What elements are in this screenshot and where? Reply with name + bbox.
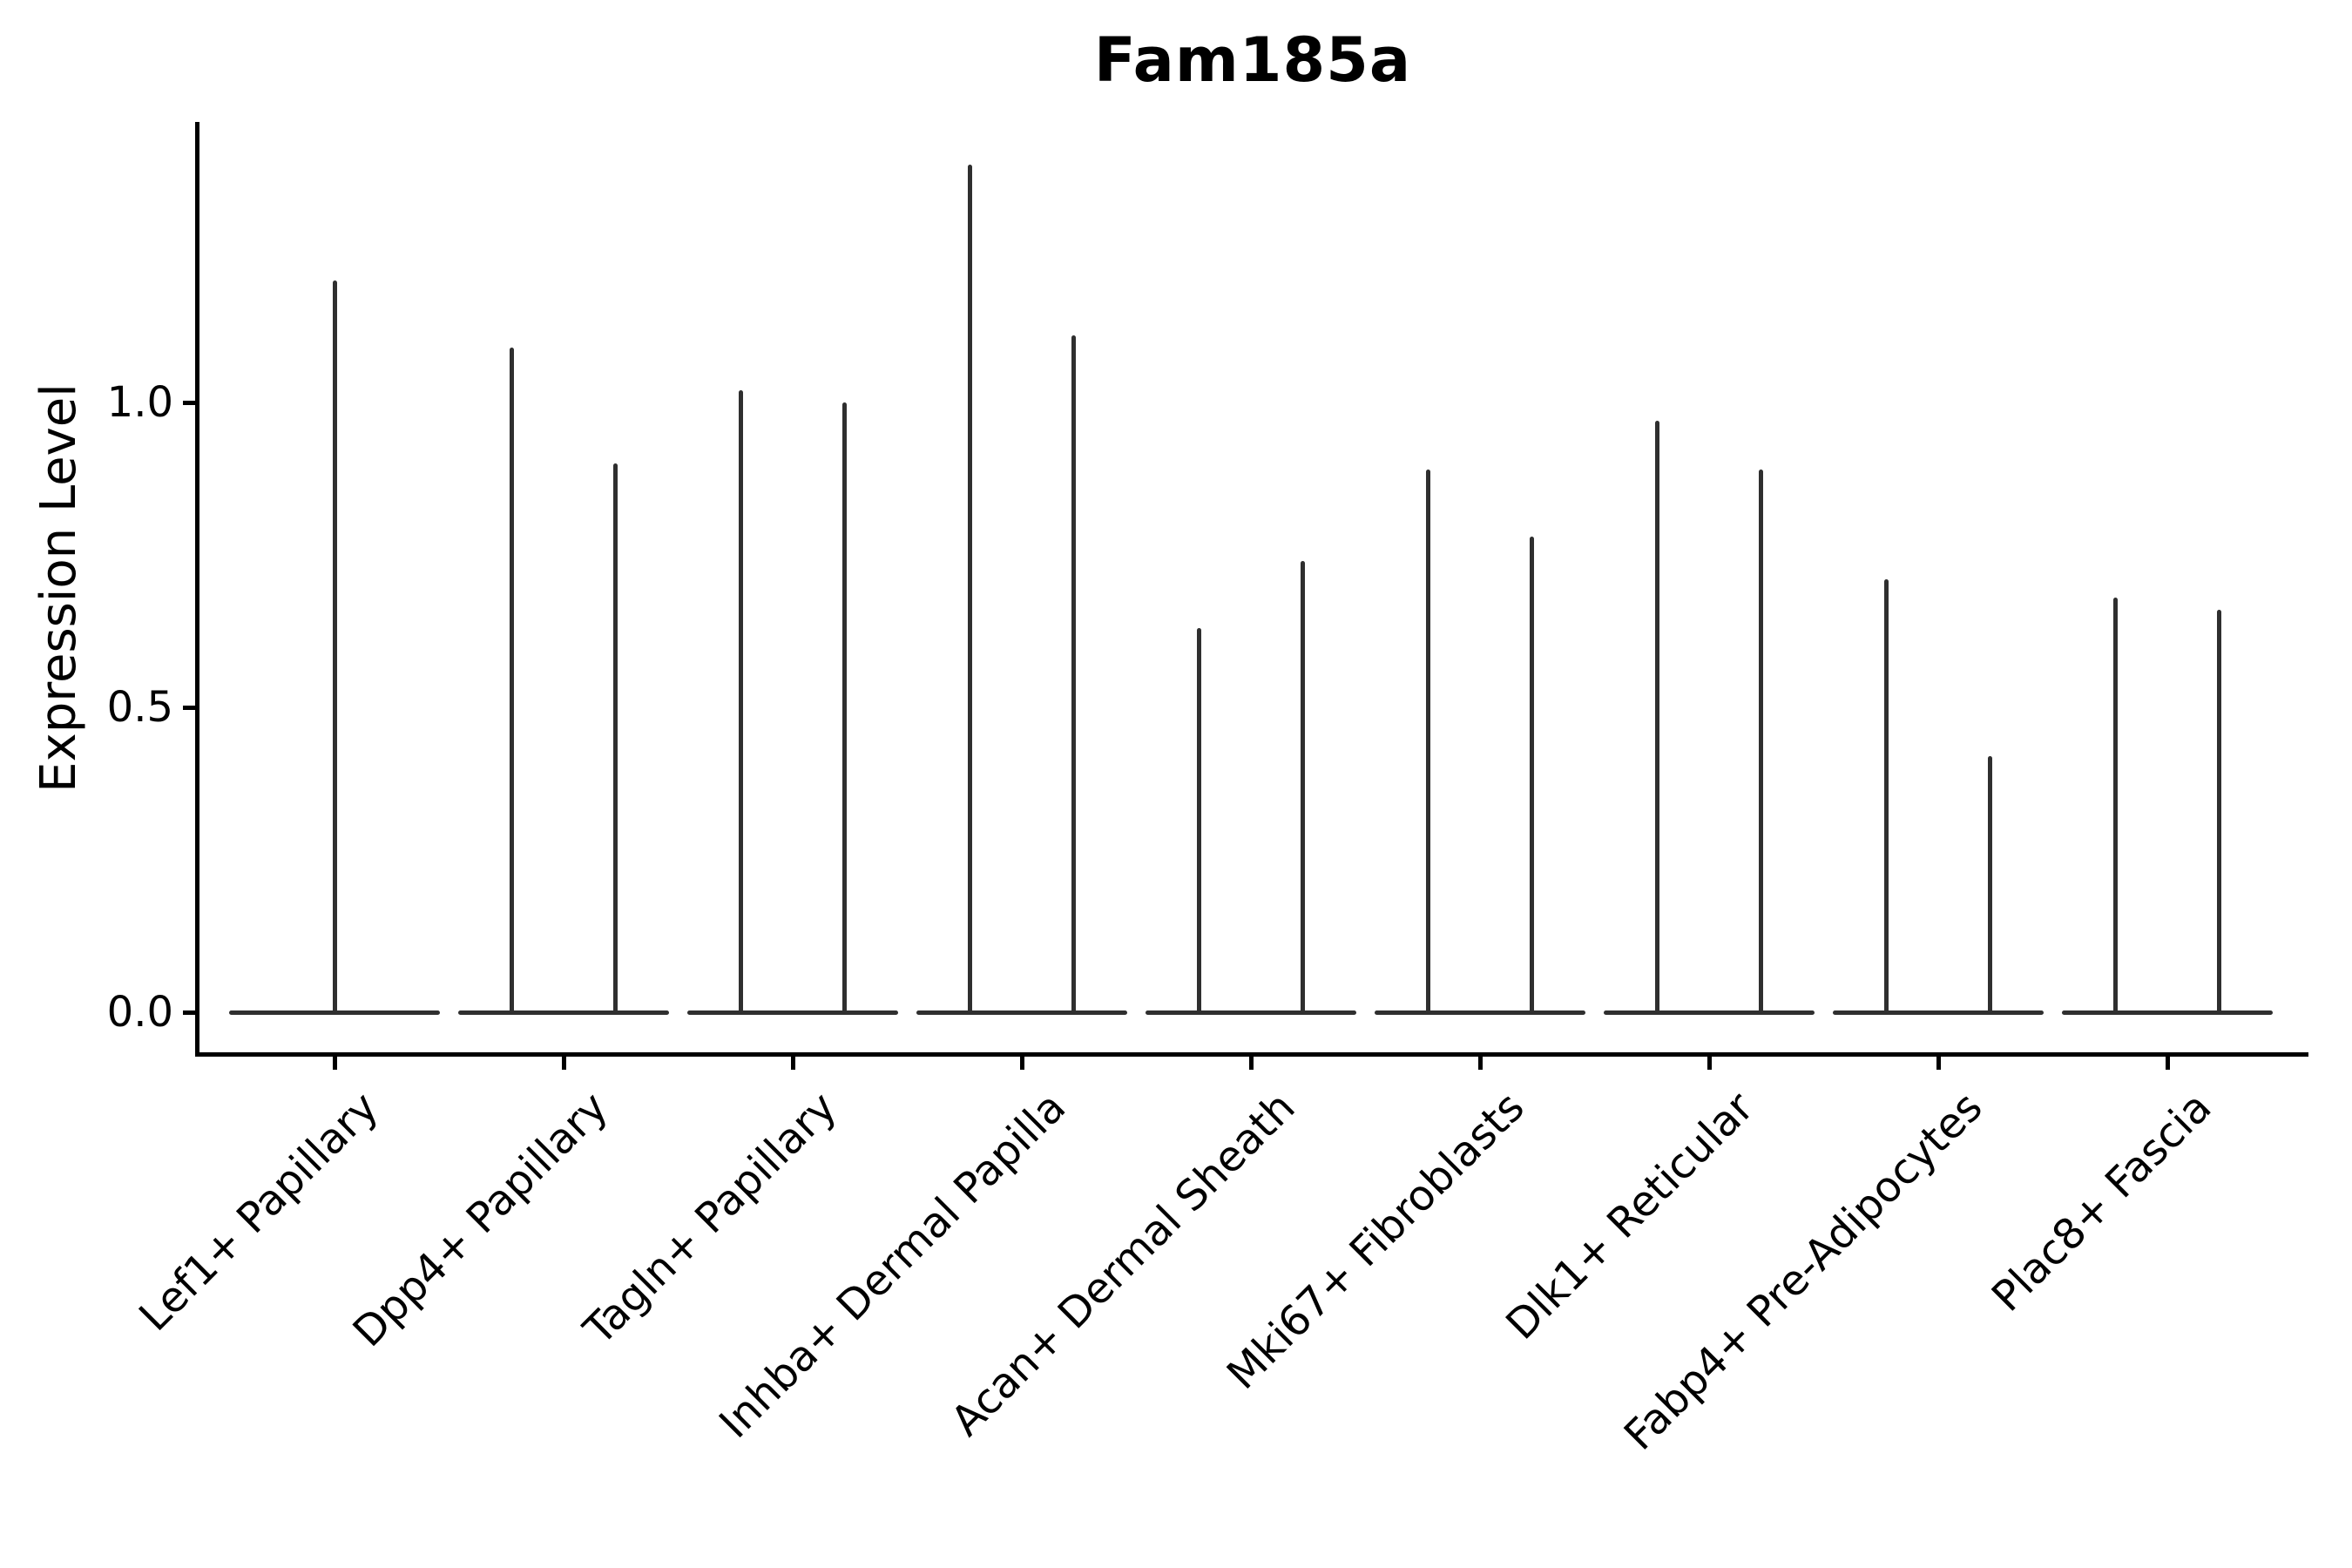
violin-max-spike (332, 280, 337, 1014)
y-tick-mark (183, 1010, 195, 1015)
violin-baseline (916, 1010, 1127, 1015)
x-tick-mark (1019, 1057, 1024, 1070)
x-tick-mark (1936, 1057, 1941, 1070)
x-tick-mark (1248, 1057, 1254, 1070)
y-axis-spine (195, 122, 199, 1057)
y-axis-label: Expression Level (30, 383, 87, 793)
violin-baseline (1146, 1010, 1356, 1015)
violin-max-spike (1301, 561, 1305, 1014)
violin-max-spike (1759, 470, 1763, 1014)
y-tick-label: 0.5 (106, 683, 173, 732)
x-tick-mark (1477, 1057, 1483, 1070)
y-tick-label: 1.0 (106, 378, 173, 427)
x-tick-label: Dlk1+ Reticular (1496, 1083, 1763, 1349)
x-tick-label: Plac8+ Fascia (1983, 1083, 2221, 1321)
violin-max-spike (1655, 421, 1659, 1014)
violin-max-spike (739, 390, 743, 1014)
x-tick-label: Tagln+ Papillary (574, 1083, 847, 1355)
x-tick-mark (561, 1057, 566, 1070)
x-tick-label: Dpp4+ Papillary (343, 1083, 618, 1357)
violin-max-spike (2113, 598, 2118, 1014)
x-tick-mark (332, 1057, 337, 1070)
violin-baseline (458, 1010, 669, 1015)
x-tick-mark (1707, 1057, 1712, 1070)
y-tick-mark (183, 400, 195, 405)
chart-title: Fam185a (1093, 24, 1412, 96)
y-tick-label: 0.0 (106, 988, 173, 1037)
violin-max-spike (968, 165, 972, 1014)
violin-max-spike (1197, 628, 1201, 1014)
violin-baseline (1375, 1010, 1585, 1015)
x-tick-label: Lef1+ Papillary (130, 1083, 389, 1341)
violin-max-spike (842, 402, 847, 1014)
violin-baseline (2062, 1010, 2273, 1015)
x-tick-mark (2165, 1057, 2170, 1070)
violin-baseline (1833, 1010, 2044, 1015)
x-axis-spine (195, 1052, 2308, 1057)
violin-max-spike (1988, 756, 1992, 1014)
violin-baseline (1604, 1010, 1815, 1015)
violin-baseline (687, 1010, 898, 1015)
violin-max-spike (510, 348, 514, 1014)
violin-max-spike (1530, 537, 1534, 1014)
y-tick-mark (183, 705, 195, 710)
violin-max-spike (1884, 579, 1889, 1014)
violin-max-spike (1426, 470, 1430, 1014)
x-tick-mark (790, 1057, 795, 1070)
violin-max-spike (613, 463, 618, 1014)
violin-max-spike (1071, 335, 1076, 1014)
violin-max-spike (2217, 610, 2221, 1014)
